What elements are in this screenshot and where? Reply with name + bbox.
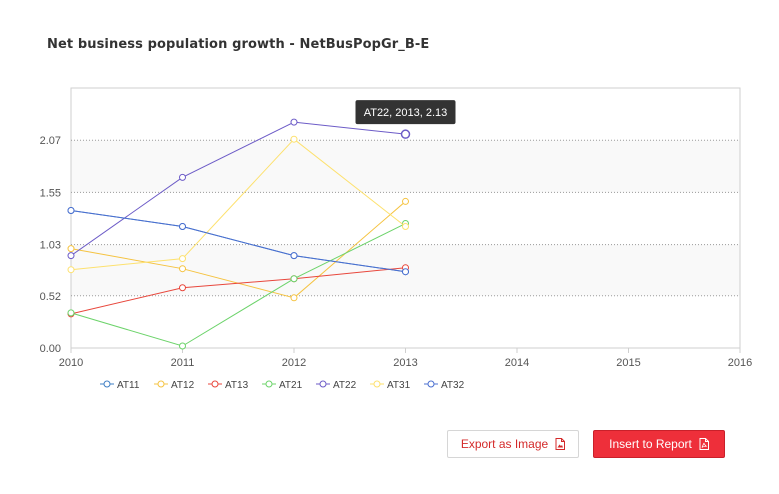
data-point — [67, 245, 75, 253]
x-tick-label: 2014 — [505, 357, 529, 369]
data-point — [67, 206, 75, 214]
y-tick-label: 0.00 — [40, 343, 61, 355]
legend-label-at21: AT21 — [279, 380, 303, 391]
line-chart: 0.00 0.52 1.03 1.55 2.07 2010 2011 2012 2013 2014… — [40, 87, 752, 391]
data-point — [179, 255, 186, 263]
legend-marker — [157, 380, 165, 388]
image-file-icon — [555, 438, 566, 450]
data-point — [179, 223, 186, 231]
data-point — [402, 268, 409, 276]
data-point — [179, 265, 186, 273]
y-tick-label: 1.55 — [40, 187, 61, 199]
chart-title: Net business population growth - NetBusP… — [47, 37, 430, 52]
data-point — [179, 173, 186, 181]
legend-label-at11: AT11 — [117, 380, 140, 391]
x-tick-label: 2013 — [393, 357, 417, 369]
data-point — [179, 342, 186, 350]
data-point — [290, 275, 298, 283]
series-line-at13 — [70, 267, 406, 315]
export-image-label: Export as Image — [460, 437, 549, 451]
data-point — [290, 252, 298, 260]
x-tick-label: 2016 — [728, 357, 752, 369]
x-tick-label: 2010 — [59, 357, 83, 369]
data-point — [67, 252, 75, 260]
data-point — [402, 223, 409, 231]
legend-marker — [103, 380, 111, 388]
tooltip-box — [355, 100, 456, 125]
x-tick-label: 2015 — [616, 357, 640, 369]
insert-to-report-label: Insert to Report — [609, 437, 692, 451]
pdf-file-icon — [699, 438, 709, 450]
export-image-button[interactable]: Export as Image — [447, 430, 579, 458]
y-tick-label: 1.03 — [40, 240, 61, 252]
legend-marker — [211, 380, 219, 388]
legend-marker — [265, 380, 273, 388]
legend-label-at22: AT22 — [333, 380, 357, 391]
y-tick-label: 2.07 — [40, 135, 61, 147]
data-point — [290, 135, 298, 143]
x-tick-label: 2012 — [282, 357, 306, 369]
series-line-at32 — [70, 209, 406, 273]
data-point — [290, 118, 298, 126]
plot-border — [70, 87, 741, 349]
legend-marker — [427, 380, 435, 388]
data-point — [402, 197, 409, 205]
data-point — [290, 294, 298, 302]
data-point — [400, 129, 411, 139]
legend-label-at13: AT13 — [225, 380, 249, 391]
plot-band — [71, 140, 740, 193]
y-tick-label: 0.52 — [40, 291, 61, 303]
legend-label-at12: AT12 — [171, 380, 195, 391]
data-point — [179, 284, 186, 292]
x-tick-label: 2011 — [171, 357, 195, 369]
legend-marker — [373, 380, 381, 388]
legend-label-at31: AT31 — [387, 380, 411, 391]
insert-to-report-button[interactable]: Insert to Report — [593, 430, 725, 458]
data-point — [67, 266, 75, 274]
data-point — [67, 309, 75, 317]
series-line-at22 — [70, 121, 406, 257]
legend-label-at32: AT32 — [441, 380, 465, 391]
tooltip-text: AT22, 2013, 2.13 — [364, 107, 448, 119]
series-line-at31 — [70, 138, 406, 271]
legend-marker — [319, 380, 327, 388]
series-line-at21 — [70, 223, 406, 347]
